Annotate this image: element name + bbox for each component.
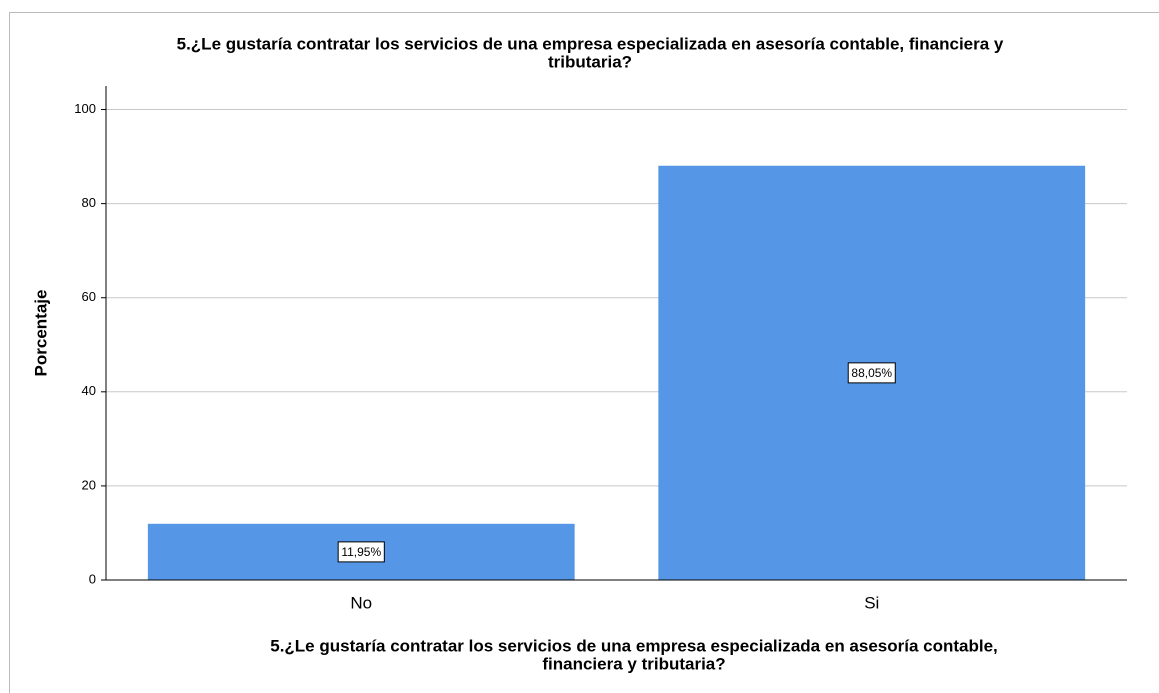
value-label: 11,95% — [341, 545, 381, 559]
x-axis-label: 5.¿Le gustaría contratar los servicios d… — [270, 636, 998, 655]
chart-title: 5.¿Le gustaría contratar los servicios d… — [177, 34, 1004, 53]
y-axis-label: Porcentaje — [31, 290, 50, 377]
y-tick-label: 40 — [82, 383, 96, 398]
y-tick-label: 60 — [82, 289, 96, 304]
chart-border — [9, 12, 1159, 693]
y-tick-label: 0 — [89, 571, 96, 586]
y-tick-label: 20 — [82, 477, 96, 492]
x-tick-label: No — [350, 593, 372, 612]
y-tick-label: 80 — [82, 195, 96, 210]
value-label-box — [337, 541, 385, 563]
x-axis-label: financiera y tributaria? — [542, 654, 725, 673]
value-label: 88,05% — [851, 366, 892, 380]
chart-title: tributaria? — [548, 52, 632, 71]
y-tick-label: 100 — [74, 101, 96, 116]
value-label-box — [847, 362, 896, 384]
x-tick-label: Si — [864, 593, 879, 612]
